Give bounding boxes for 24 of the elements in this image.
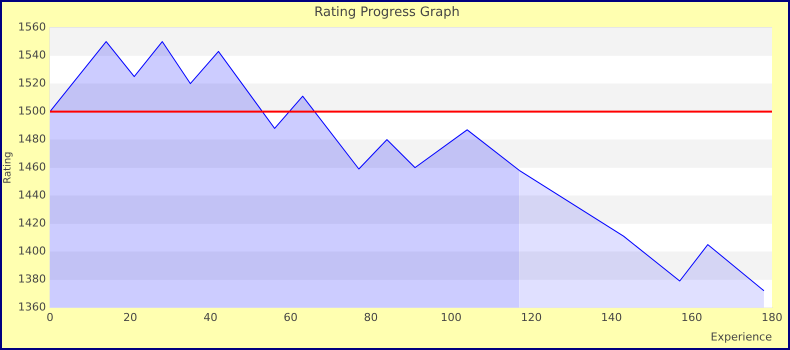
y-tick-label: 1460 — [18, 160, 46, 174]
y-tick-label: 1420 — [18, 216, 46, 230]
y-tick-label: 1560 — [18, 20, 46, 34]
y-tick-label: 1520 — [18, 76, 46, 90]
x-axis-title: Experience — [710, 330, 772, 344]
x-tick-label: 100 — [440, 311, 462, 324]
x-tick-label: 60 — [284, 311, 298, 324]
y-tick-label: 1440 — [18, 188, 46, 202]
x-tick-label: 20 — [123, 311, 138, 324]
y-axis-title: Rating — [2, 151, 14, 184]
y-tick-label: 1400 — [18, 244, 46, 258]
y-tick-label: 1360 — [18, 300, 46, 314]
x-tick-label: 180 — [762, 311, 782, 324]
x-tick-label: 120 — [520, 311, 542, 324]
y-tick-label: 1380 — [18, 272, 46, 286]
chart-title: Rating Progress Graph — [314, 5, 460, 20]
x-tick-label: 160 — [681, 311, 702, 324]
y-tick-label: 1500 — [18, 104, 46, 118]
x-tick-label: 80 — [364, 311, 378, 324]
y-tick-label: 1540 — [18, 48, 46, 62]
x-tick-label: 0 — [46, 311, 54, 324]
x-tick-label: 140 — [601, 311, 622, 324]
y-tick-label: 1480 — [18, 132, 46, 146]
x-tick-label: 40 — [203, 311, 218, 324]
